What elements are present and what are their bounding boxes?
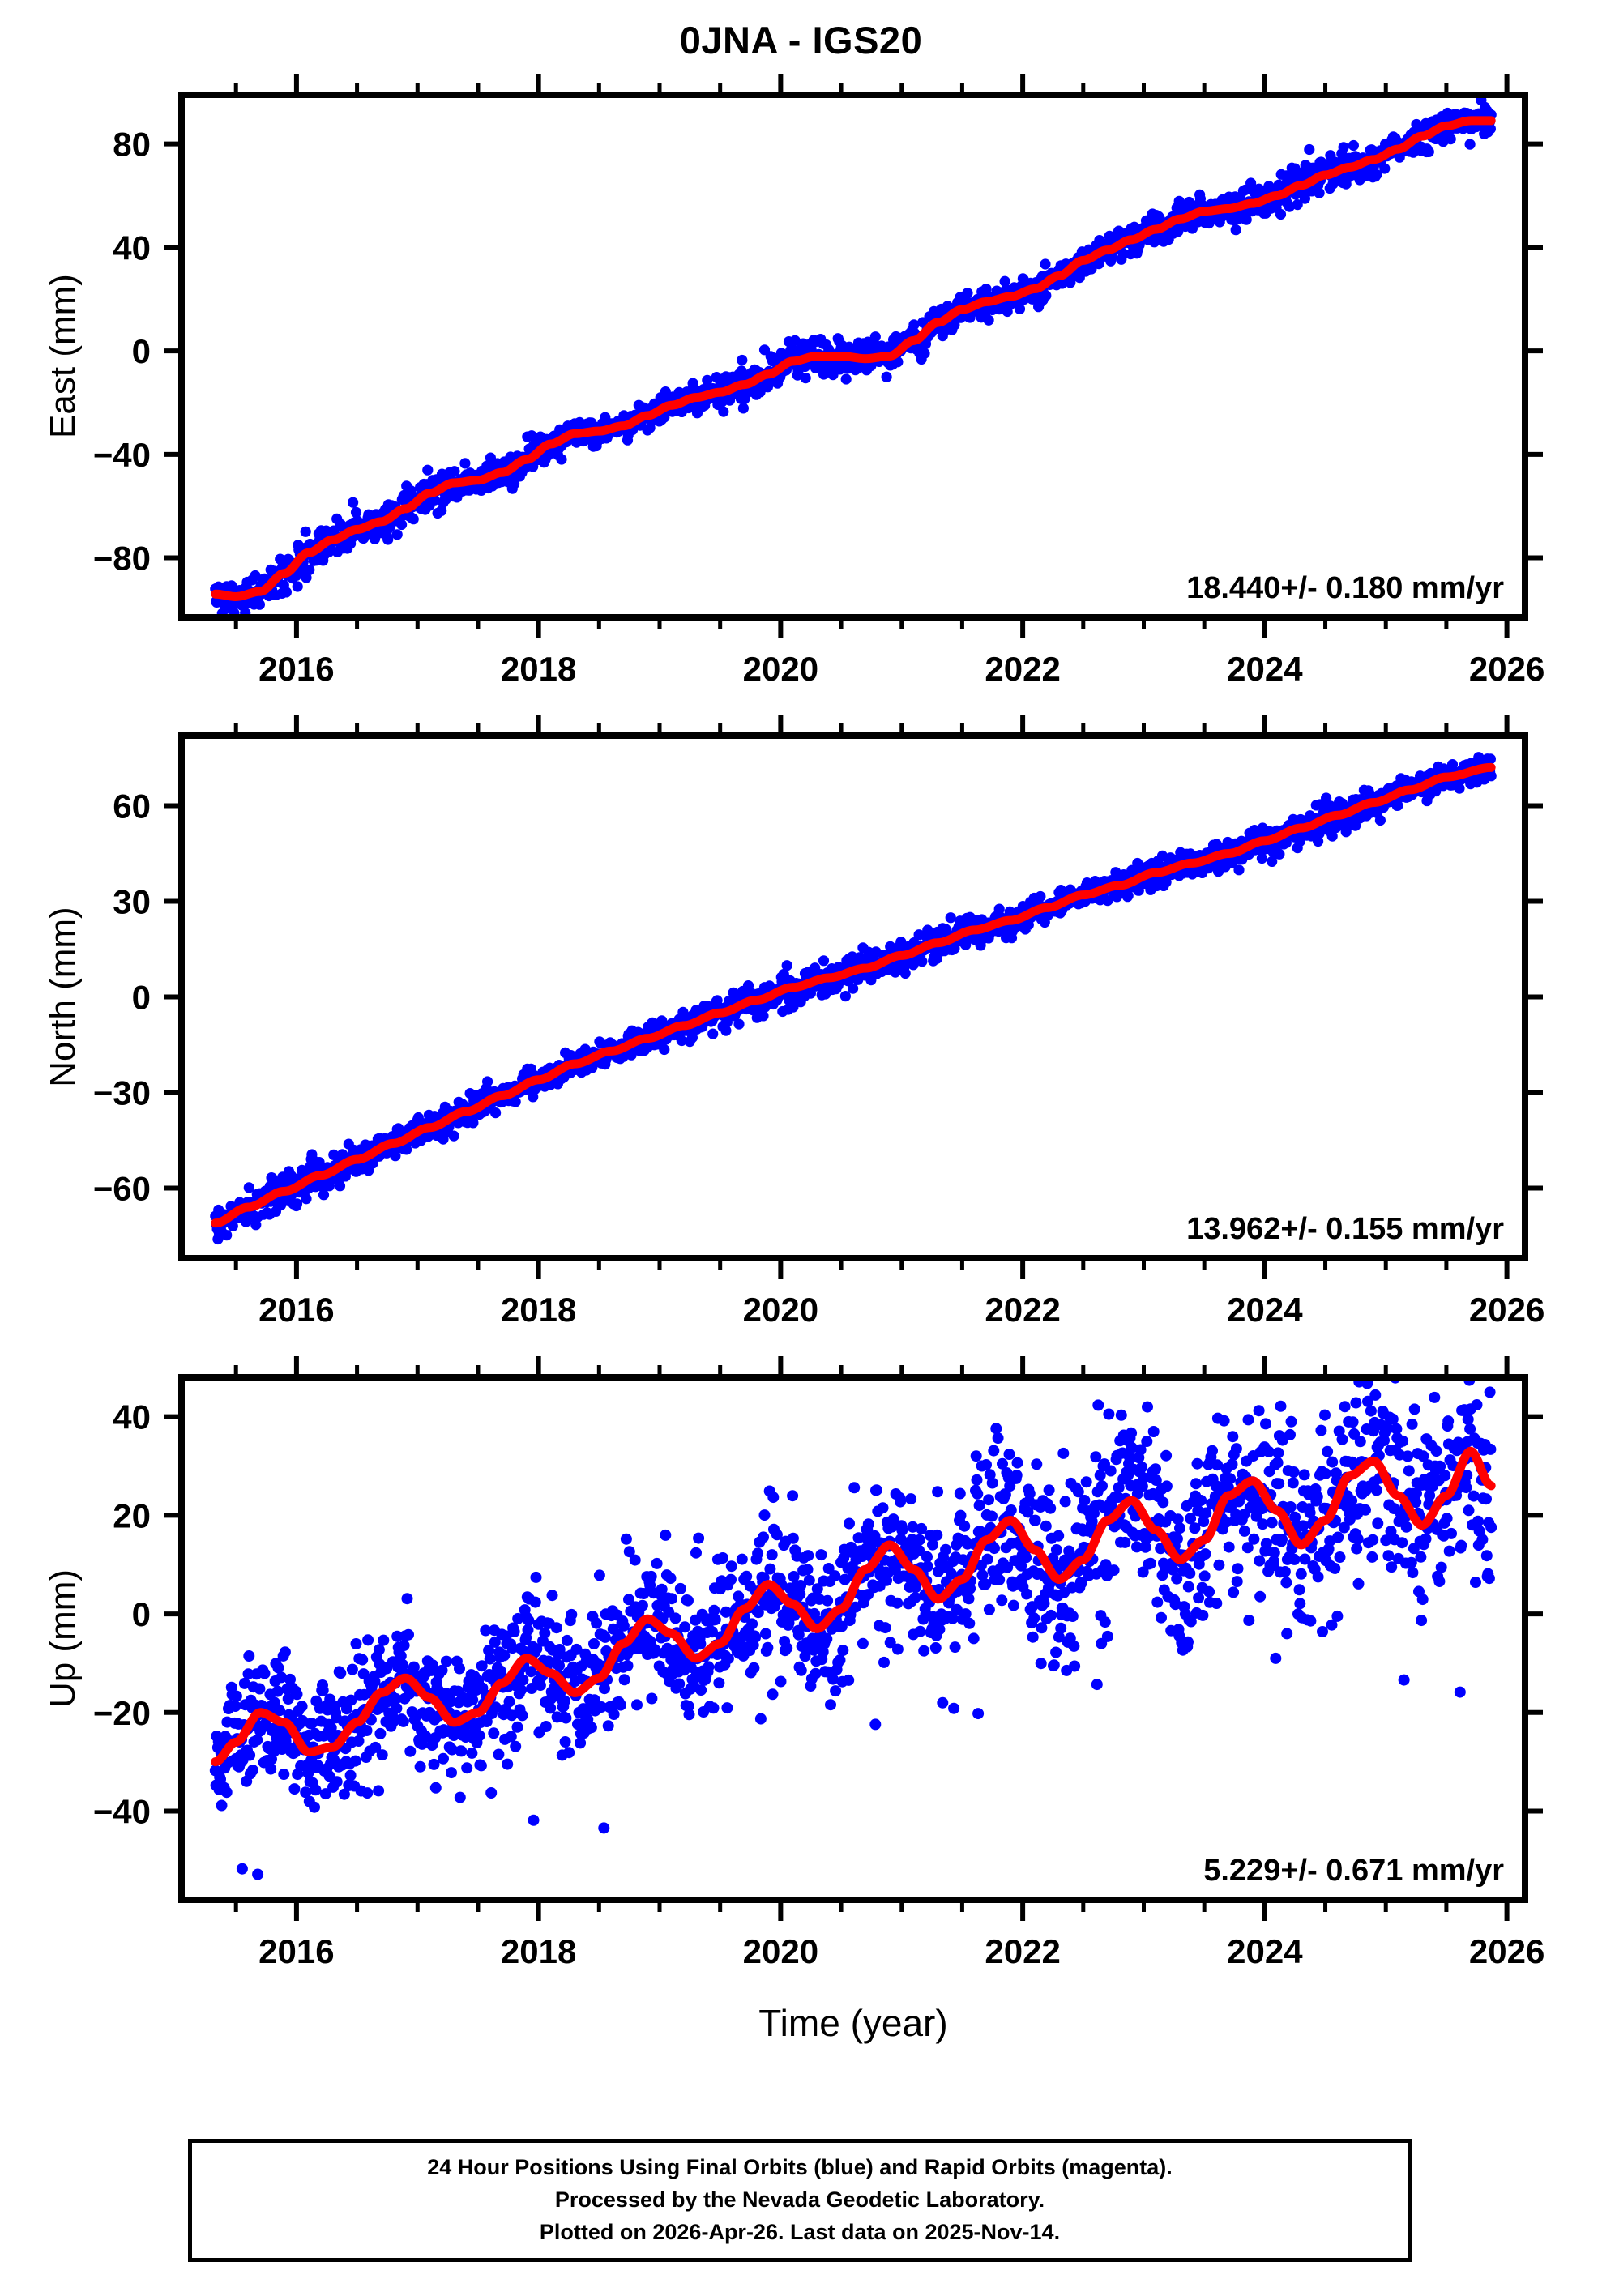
y-axis-label-up: Up (mm) (43, 1569, 83, 1708)
x-tick-label: 2020 (743, 1291, 818, 1329)
y-tick-label: 40 (113, 228, 151, 267)
rate-annotation-up: 5.229+/- 0.671 mm/yr (1203, 1854, 1504, 1888)
y-tick-label: 80 (113, 126, 151, 164)
x-tick-label: 2024 (1227, 650, 1303, 688)
y-tick-label: 0 (132, 979, 151, 1017)
y-tick-label: −40 (93, 1792, 151, 1830)
y-tick-label: −30 (93, 1073, 151, 1112)
y-tick-label: 0 (132, 1595, 151, 1633)
y-axis-label-north: North (mm) (43, 907, 83, 1086)
x-tick-label: 2020 (743, 650, 818, 688)
y-tick-label: 40 (113, 1398, 151, 1436)
x-tick-label: 2020 (743, 1932, 818, 1970)
footer-line-3: Plotted on 2026-Apr-26. Last data on 202… (539, 2219, 1061, 2244)
x-tick-label: 2022 (985, 1291, 1060, 1329)
y-axis-label-east: East (mm) (43, 274, 83, 438)
y-tick-label: 60 (113, 787, 151, 826)
y-tick-label: −60 (93, 1169, 151, 1207)
trend-line-east (211, 116, 1496, 601)
trend-line-up (211, 1446, 1496, 1767)
x-tick-label: 2016 (258, 1291, 334, 1329)
y-tick-label: −20 (93, 1694, 151, 1732)
x-tick-label: 2026 (1469, 1932, 1544, 1970)
x-tick-label: 2016 (258, 650, 334, 688)
footer-line-2: Processed by the Nevada Geodetic Laborat… (554, 2187, 1045, 2213)
y-tick-label: 30 (113, 883, 151, 921)
x-tick-label: 2018 (501, 650, 576, 688)
plot-frame-east (178, 92, 1528, 621)
page-title: 0JNA - IGS20 (679, 19, 923, 62)
rate-annotation-north: 13.962+/- 0.155 mm/yr (1186, 1212, 1504, 1246)
x-axis-ticks-up (233, 1356, 1510, 1921)
scatter-points-north (210, 752, 1497, 1245)
y-tick-label: −40 (93, 436, 151, 474)
x-tick-label: 2016 (258, 1932, 334, 1970)
x-tick-label: 2022 (985, 1932, 1060, 1970)
rate-annotation-east: 18.440+/- 0.180 mm/yr (1186, 571, 1504, 605)
scatter-points-up (209, 1377, 1497, 1880)
x-tick-label: 2018 (501, 1291, 576, 1329)
y-tick-label: 20 (113, 1496, 151, 1534)
panel-east: 2016 2018 2020 2022 2024 2026 80 40 0 −40 −80 East … (43, 74, 1544, 688)
x-tick-label: 2018 (501, 1932, 576, 1970)
footer-caption-box: 24 Hour Positions Using Final Orbits (bl… (188, 2139, 1412, 2262)
x-tick-label: 2024 (1227, 1932, 1303, 1970)
x-tick-label: 2022 (985, 650, 1060, 688)
y-tick-label: −80 (93, 540, 151, 578)
x-axis-ticks-east (233, 74, 1510, 638)
x-axis-label: Time (year) (758, 2002, 947, 2044)
data-layer-east (210, 95, 1497, 617)
x-tick-label: 2024 (1227, 1291, 1303, 1329)
data-layer-north (210, 752, 1497, 1245)
plot-frame-up (178, 1374, 1528, 1903)
y-tick-label: 0 (132, 332, 151, 370)
footer-line-1: 24 Hour Positions Using Final Orbits (bl… (427, 2155, 1173, 2180)
panel-up: 2016 2018 2020 2022 2024 2026 40 20 0 −20 −40 Up (m… (43, 1356, 1544, 1970)
panel-north: 2016 2018 2020 2022 2024 2026 60 30 0 −30 −60 North… (43, 715, 1544, 1329)
x-tick-label: 2026 (1469, 650, 1544, 688)
x-axis-ticks-north (233, 715, 1510, 1279)
trend-line-north (211, 762, 1496, 1228)
x-tick-label: 2026 (1469, 1291, 1544, 1329)
data-layer-up (209, 1377, 1497, 1880)
